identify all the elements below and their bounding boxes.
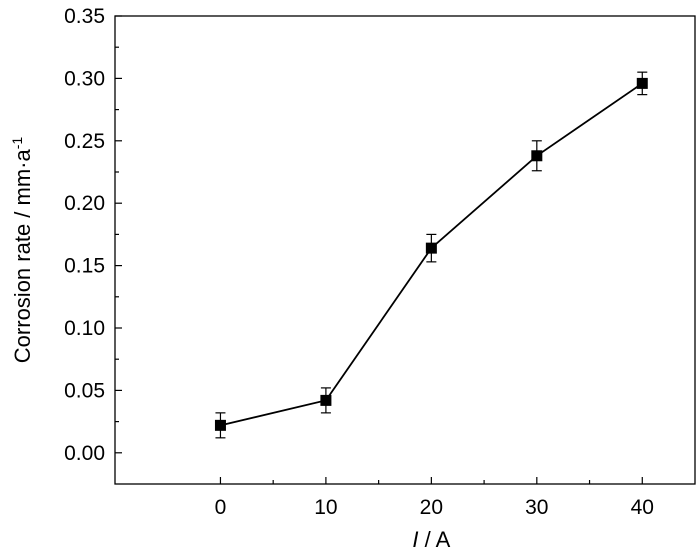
plot-frame <box>114 15 696 485</box>
y-axis-title: Corrosion rate / mm·a-1 <box>9 137 35 364</box>
x-tick-label: 20 <box>420 496 443 519</box>
data-point-marker <box>214 419 226 431</box>
x-axis-title: I / A <box>412 527 450 552</box>
y-axis: 0.00 0.05 0.10 0.15 0.20 0.25 0.30 0.35 <box>64 5 122 465</box>
x-tick-label: 0 <box>215 496 227 519</box>
x-axis-title-unit: / A <box>419 527 451 552</box>
x-tick-label: 30 <box>525 496 548 519</box>
data-point-marker <box>636 77 648 89</box>
y-tick-label: 0.15 <box>64 255 105 278</box>
y-axis-title-main: Corrosion rate / mm·a <box>10 148 35 363</box>
x-tick-label: 40 <box>631 496 654 519</box>
x-axis: 0 10 20 30 40 <box>215 477 654 519</box>
x-tick-label: 10 <box>314 496 337 519</box>
y-tick-label: 0.25 <box>64 130 105 153</box>
y-tick-label: 0.00 <box>64 442 105 465</box>
series-layer <box>214 71 648 439</box>
y-tick-label: 0.35 <box>64 5 105 28</box>
y-tick-label: 0.30 <box>64 67 105 90</box>
y-tick-label: 0.20 <box>64 192 105 215</box>
y-tick-label: 0.05 <box>64 379 105 402</box>
data-point-marker <box>320 394 332 406</box>
y-tick-label: 0.10 <box>64 317 105 340</box>
y-axis-title-superscript: -1 <box>9 137 25 150</box>
data-point-marker <box>531 150 543 162</box>
x-axis-title-symbol: I <box>412 527 418 552</box>
data-point-marker <box>425 242 437 254</box>
